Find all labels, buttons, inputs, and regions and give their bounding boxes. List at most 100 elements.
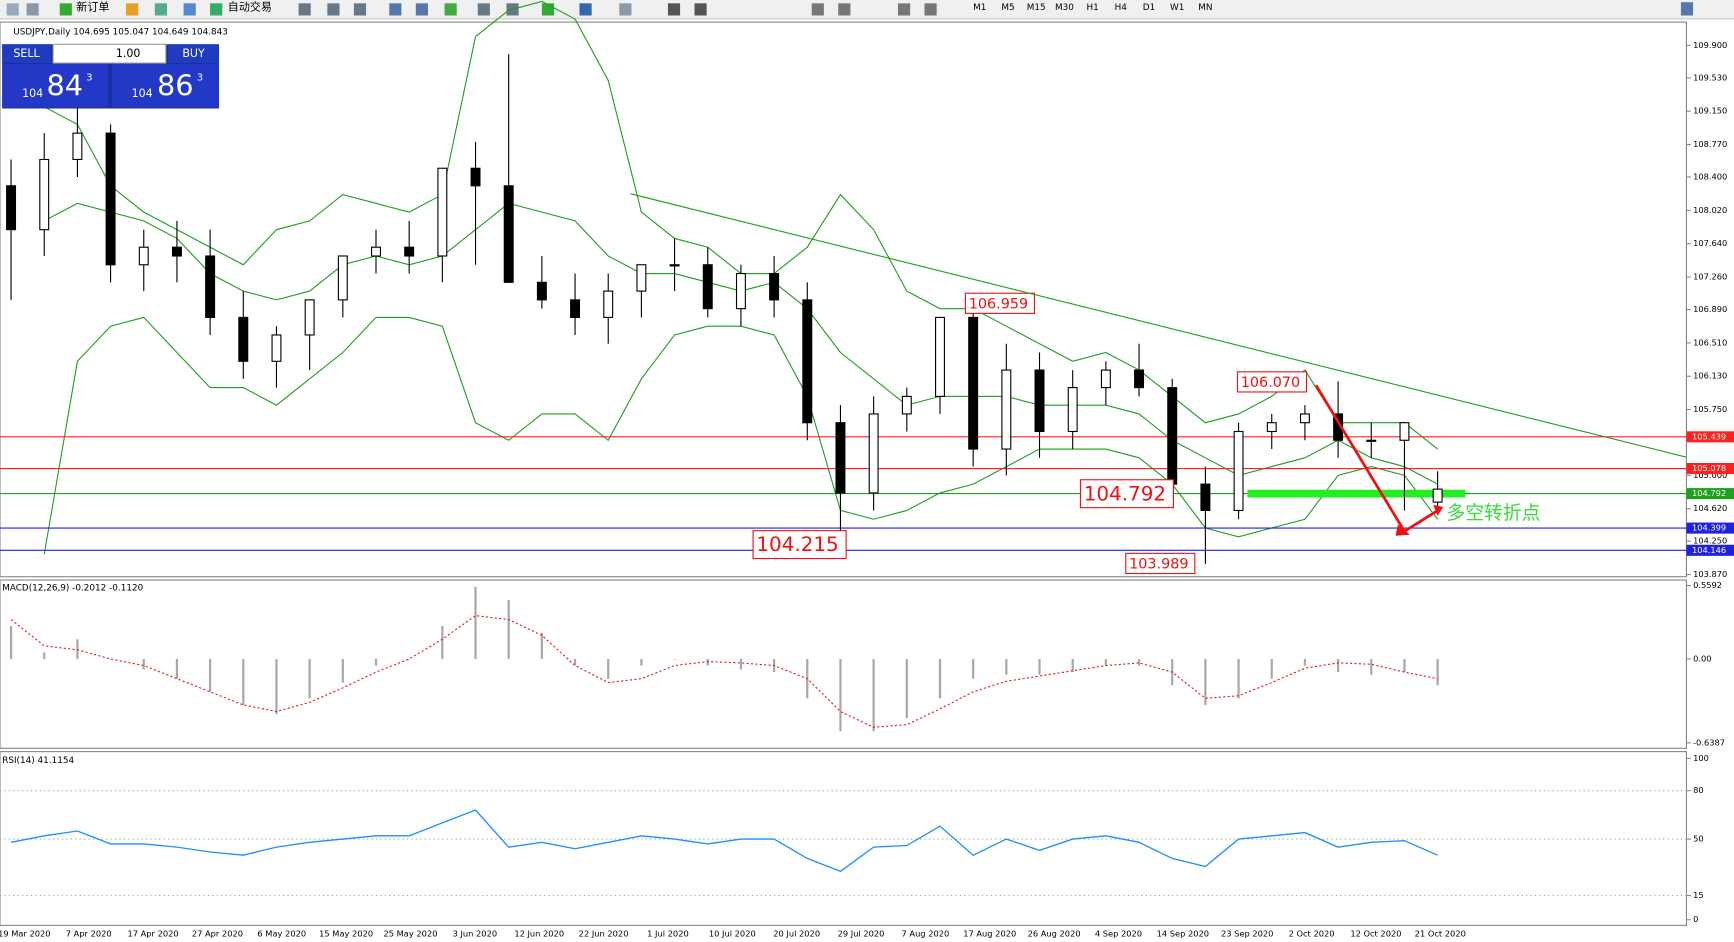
icon[interactable] (477, 3, 490, 16)
candle-body (1067, 387, 1078, 433)
x-tick-label: 15 May 2020 (319, 929, 373, 939)
new-order-button[interactable]: 新订单 (76, 0, 109, 14)
auto-trading-button[interactable]: 自动交易 (228, 0, 272, 14)
timeframe-button[interactable]: M15 (1027, 3, 1046, 13)
lot-value[interactable]: 1.00 (116, 47, 141, 60)
one-click-panel: SELL 1.00 BUY 104 84 3 104 86 3 (2, 43, 219, 109)
macd-bar (9, 626, 13, 659)
icon[interactable] (298, 3, 311, 16)
buy-label[interactable]: BUY (182, 47, 205, 60)
price-callout (964, 292, 1036, 314)
timeframe-button[interactable]: H1 (1086, 3, 1098, 13)
timeframe-button[interactable]: MN (1198, 3, 1212, 13)
macd-bar (341, 658, 344, 683)
chart-title: USDJPY,Daily 104.695 105.047 104.649 104… (13, 28, 228, 38)
candle-body (735, 272, 746, 310)
candle-body (702, 264, 713, 310)
icon[interactable] (126, 3, 139, 16)
y-tick-label: 105.000 (1693, 470, 1727, 480)
icon[interactable] (619, 3, 632, 16)
x-tick-label: 17 Aug 2020 (963, 929, 1016, 939)
icon[interactable] (389, 3, 402, 16)
icon[interactable] (444, 3, 457, 16)
x-tick-label: 14 Sep 2020 (1157, 929, 1209, 939)
buy-button[interactable] (168, 44, 219, 64)
icon[interactable] (811, 3, 824, 16)
x-tick-label: 22 Jun 2020 (579, 929, 629, 939)
bid-main: 84 (46, 68, 83, 102)
candle-body (603, 290, 614, 318)
icon[interactable] (897, 3, 911, 16)
icon[interactable] (838, 3, 851, 16)
icon[interactable] (59, 3, 72, 16)
timeframe-button[interactable]: H4 (1115, 3, 1128, 13)
macd-bar (1370, 658, 1373, 675)
candle-body (72, 132, 83, 161)
price-callout-label: 106.070 (1241, 375, 1300, 391)
candle-body (271, 334, 282, 362)
icon[interactable] (415, 3, 428, 16)
candle-body (835, 422, 846, 494)
y-tick-label: 109.530 (1693, 72, 1727, 82)
price-level-label: 104.792 (1692, 488, 1726, 498)
macd-bar (640, 658, 643, 666)
icon[interactable] (154, 3, 167, 16)
candle-body (1299, 413, 1310, 424)
candle-body (769, 272, 780, 301)
icon[interactable] (210, 3, 223, 16)
date-axis: 19 Mar 2020 7 Apr 2020 17 Apr 2020 27 Apr 2… (0, 929, 1466, 939)
price-callout (752, 530, 847, 560)
macd-bar (242, 658, 245, 705)
ask-box[interactable] (111, 64, 219, 108)
candle-body (371, 246, 381, 257)
macd-bar (1403, 658, 1406, 673)
candle-body (1266, 422, 1277, 433)
macd-bar (308, 658, 311, 699)
sell-button[interactable] (2, 44, 51, 64)
price-level-label: 105.078 (1692, 463, 1726, 473)
x-tick-label: 1 Jul 2020 (647, 929, 689, 939)
macd-bar (905, 658, 908, 719)
timeframe-button[interactable]: M1 (973, 3, 986, 13)
y-tick-label: 0.00 (1693, 653, 1711, 663)
icon[interactable] (6, 3, 19, 16)
toolbar (0, 0, 1734, 19)
sell-label[interactable]: SELL (13, 47, 40, 60)
price-level-tag (1686, 488, 1734, 500)
y-tick-label: 104.620 (1693, 503, 1727, 513)
icon[interactable] (667, 3, 681, 16)
candle-body (935, 316, 945, 397)
timeframe-button[interactable]: M30 (1055, 3, 1074, 13)
timeframe-button[interactable]: W1 (1170, 3, 1184, 13)
candle-body (1100, 369, 1111, 389)
macd-bar (938, 658, 942, 699)
icon[interactable] (924, 3, 937, 16)
icon[interactable] (183, 3, 196, 16)
candle-body (238, 316, 249, 362)
icon[interactable] (579, 3, 592, 16)
macd-bar (209, 658, 212, 692)
y-tick-label: 103.870 (1693, 569, 1727, 579)
candle-body (304, 299, 315, 336)
macd-bar (1237, 658, 1240, 699)
x-tick-label: 6 May 2020 (257, 929, 306, 939)
y-tick-label: 15 (1693, 890, 1704, 900)
candle-body (868, 413, 879, 494)
macd-bar (839, 658, 842, 732)
price-callout (1079, 479, 1175, 509)
icon[interactable] (694, 3, 707, 16)
candle-body (536, 281, 547, 301)
icon[interactable] (327, 3, 340, 16)
timeframe-button[interactable]: D1 (1143, 3, 1155, 13)
lot-input[interactable] (52, 43, 167, 64)
macd-bar (1303, 658, 1307, 666)
bid-box[interactable] (2, 64, 109, 108)
candle-body (636, 264, 647, 292)
macd-bar (109, 658, 112, 660)
icon[interactable] (26, 3, 39, 16)
macd-title: MACD(12,26,9) -0.2012 -0.1120 (2, 583, 143, 593)
icon[interactable] (1680, 2, 1694, 16)
icon[interactable] (353, 3, 367, 16)
candle-body (669, 264, 680, 267)
timeframe-button[interactable]: M5 (1001, 3, 1014, 13)
